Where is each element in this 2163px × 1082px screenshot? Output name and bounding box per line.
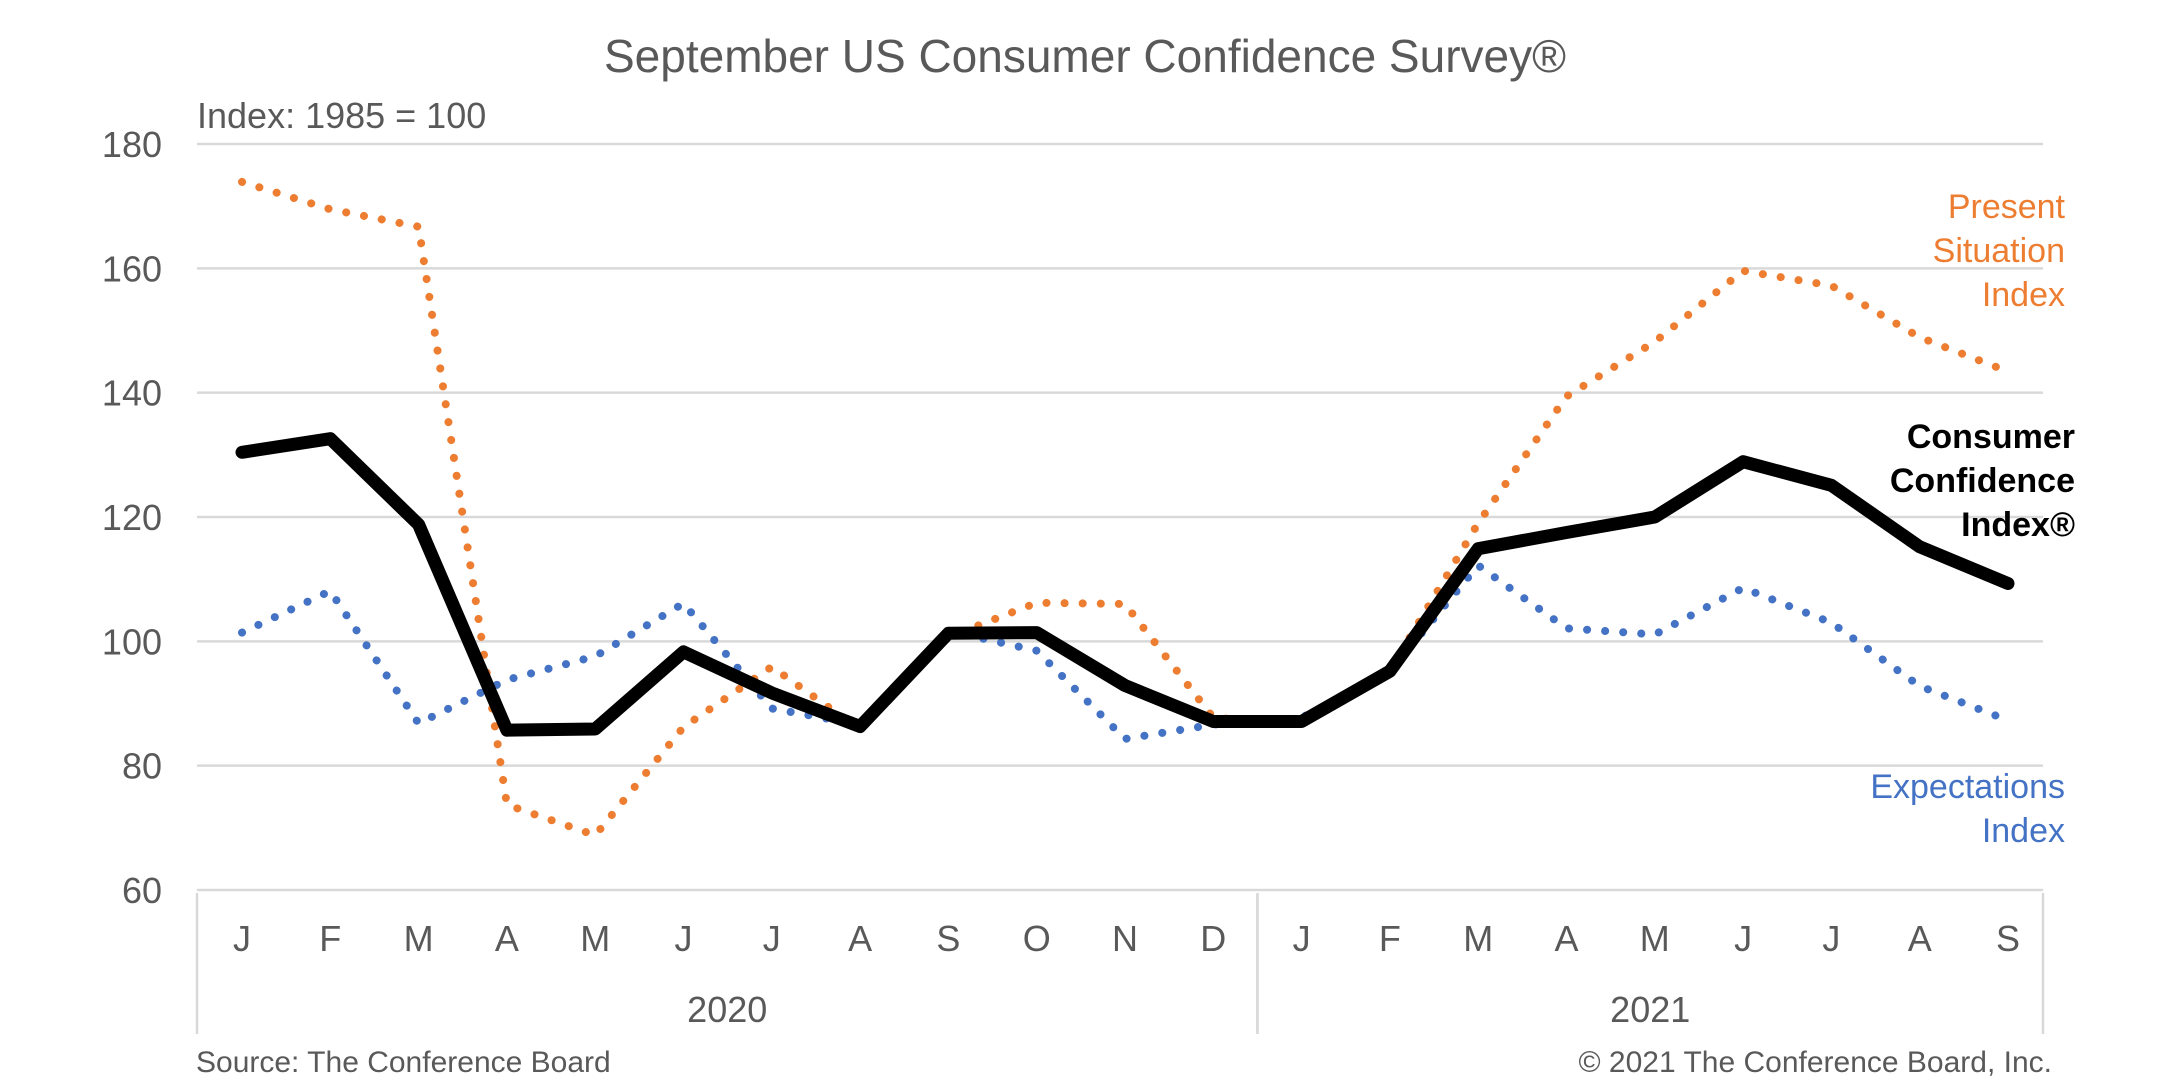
- y-tick-label: 100: [102, 621, 162, 662]
- x-tick-label: A: [1908, 918, 1932, 959]
- present-situation-label: Index: [1982, 276, 2065, 314]
- y-tick-label: 60: [122, 870, 162, 911]
- series-lines: [235, 177, 2015, 840]
- x-tick-label: A: [1554, 918, 1578, 959]
- consumer-confidence-label: Confidence: [1890, 462, 2075, 500]
- present-situation-label: Situation: [1933, 232, 2065, 270]
- x-tick-label: M: [404, 918, 434, 959]
- source-note: Source: The Conference Board: [196, 1046, 611, 1079]
- consumer-confidence-label: Index®: [1961, 506, 2075, 544]
- x-tick-label: J: [1822, 918, 1840, 959]
- x-tick-label: A: [495, 918, 519, 959]
- x-tick-label: O: [1023, 918, 1051, 959]
- x-tick-label: J: [1734, 918, 1752, 959]
- gridlines: [197, 142, 2043, 892]
- x-tick-label: F: [1379, 918, 1401, 959]
- x-axis: J F M A M J J A S O N D J F M A M J J A S 2020 2021: [195, 893, 2045, 1034]
- x-tick-label: S: [1996, 918, 2020, 959]
- x-tick-label: A: [848, 918, 872, 959]
- year-label: 2020: [687, 989, 767, 1030]
- y-tick-label: 80: [122, 746, 162, 787]
- expectations-line: [238, 561, 2012, 743]
- y-tick-label: 160: [102, 248, 162, 289]
- y-axis-unit-label: Index: 1985 = 100: [197, 95, 486, 136]
- chart-title: September US Consumer Confidence Survey®: [604, 30, 1566, 82]
- y-tick-label: 180: [102, 124, 162, 165]
- y-axis-ticks: 60 80 100 120 140 160 180: [102, 124, 162, 911]
- x-tick-label: J: [763, 918, 781, 959]
- expectations-label: Index: [1982, 812, 2065, 850]
- x-tick-label: J: [675, 918, 693, 959]
- x-tick-label: J: [1293, 918, 1311, 959]
- x-tick-label: M: [580, 918, 610, 959]
- x-tick-label: M: [1640, 918, 1670, 959]
- x-tick-label: N: [1112, 918, 1138, 959]
- consumer-confidence-label: Consumer: [1907, 418, 2075, 456]
- y-tick-label: 120: [102, 497, 162, 538]
- x-tick-label: F: [319, 918, 341, 959]
- expectations-label: Expectations: [1870, 768, 2065, 806]
- x-tick-label: S: [936, 918, 960, 959]
- copyright-note: © 2021 The Conference Board, Inc.: [1578, 1046, 2052, 1079]
- present-situation-label: Present: [1948, 188, 2066, 226]
- x-tick-label: M: [1463, 918, 1493, 959]
- x-tick-label: J: [233, 918, 251, 959]
- y-tick-label: 140: [102, 373, 162, 414]
- x-tick-label: D: [1200, 918, 1226, 959]
- year-label: 2021: [1610, 989, 1690, 1030]
- consumer-confidence-line: [235, 432, 2015, 737]
- series-labels: Present Situation Index Consumer Confidence I…: [1870, 188, 2075, 850]
- present-situation-line: [238, 177, 2012, 840]
